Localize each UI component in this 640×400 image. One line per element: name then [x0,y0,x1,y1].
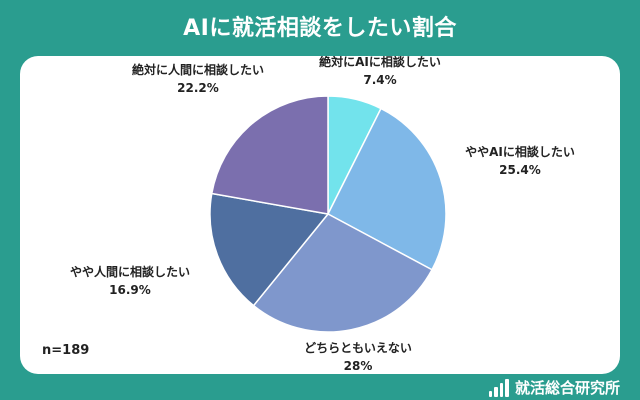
slice-value-label-3: 28% [344,359,373,373]
pie-chart: 絶対にAIに相談したい 7.4% ややAIに相談したい 25.4% どちらともいえない 2… [70,56,575,373]
slice-label-4: やや人間に相談したい [70,264,190,279]
slice-value-label-2: 25.4% [499,163,541,177]
brand-logo: 就活総合研究所 [488,377,620,398]
bar-chart-icon [488,378,509,397]
slice-value-label-5: 22.2% [177,81,219,95]
slice-value-label-4: 16.9% [109,283,151,297]
slice-label-5: 絶対に人間に相談したい [132,62,264,77]
slice-value-label-1: 7.4% [363,73,396,87]
page-title: AIに就活相談をしたい割合 [183,16,457,41]
sample-size-label: n=189 [42,343,90,358]
slice-label-1: 絶対にAIに相談したい [319,56,441,69]
brand-name: 就活総合研究所 [514,379,620,397]
pie-slice-3 [252,213,434,333]
pie-slice-5 [210,95,329,215]
slice-label-3: どちらともいえない [304,341,412,355]
pie-slice-4 [209,192,330,307]
chart-panel: 絶対にAIに相談したい 7.4% ややAIに相談したい 25.4% どちらともいえない 2… [20,56,620,374]
slice-label-2: ややAIに相談したい [465,144,575,159]
